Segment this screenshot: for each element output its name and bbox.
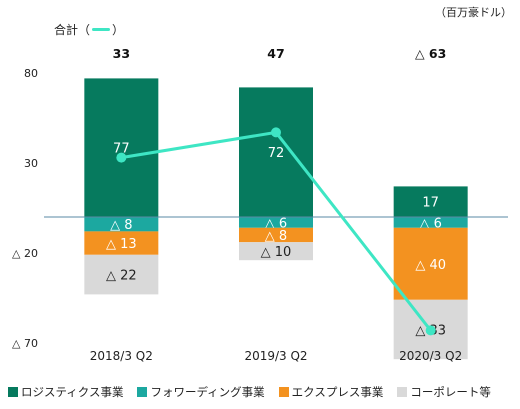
legend-item-logistics: ロジスティクス事業 <box>8 384 123 400</box>
total-legend-open: （ <box>78 23 91 37</box>
legend-swatch-corporate <box>397 387 408 397</box>
legend-item-corporate: コーポレート等 <box>397 384 491 400</box>
total-point <box>116 152 127 163</box>
x-category-label: 2020/3 Q2 <box>399 349 462 363</box>
total-point <box>271 127 281 138</box>
bar-value-label-forwarding: △ 8 <box>110 218 132 233</box>
total-legend: 合計 （ ） <box>54 21 124 38</box>
total-value-label: 47 <box>267 46 284 61</box>
total-line-swatch <box>92 28 111 31</box>
legend-swatch-forwarding <box>137 387 148 397</box>
bar-value-label-corporate: △ 22 <box>106 269 137 284</box>
bar-value-label-logistics: 17 <box>422 196 439 211</box>
total-point <box>425 325 436 336</box>
legend-label-logistics: ロジスティクス事業 <box>21 385 124 399</box>
legend-swatch-logistics <box>8 387 18 397</box>
y-tick-label: △ 70 <box>12 337 38 350</box>
bar-value-label-forwarding: △ 6 <box>419 216 441 231</box>
bar-value-label-logistics: 77 <box>113 142 130 157</box>
y-tick-label: 80 <box>24 67 38 80</box>
y-tick-label: △ 20 <box>12 247 38 260</box>
bar-express <box>393 227 468 300</box>
bar-forwarding <box>84 217 159 232</box>
bar-corporate <box>239 242 313 261</box>
legend-item-express: エクスプレス事業 <box>278 384 384 400</box>
bar-value-label-logistics: 72 <box>268 146 285 161</box>
bar-value-label-express: △ 40 <box>415 258 446 273</box>
unit-label: （百万豪ドル） <box>435 6 512 19</box>
legend-label-forwarding: フォワーディング事業 <box>150 385 265 399</box>
total-value-label: △ 63 <box>415 46 446 61</box>
y-tick-label: 30 <box>24 157 38 170</box>
bar-forwarding <box>393 217 468 228</box>
bar-logistics <box>393 186 468 217</box>
bar-value-label-forwarding: △ 6 <box>265 216 287 231</box>
bar-logistics <box>239 87 313 218</box>
bar-value-label-express: △ 8 <box>265 229 287 244</box>
legend-label-express: エクスプレス事業 <box>291 385 384 399</box>
legend-swatch-express <box>278 387 289 397</box>
bar-corporate <box>84 254 159 295</box>
legend-label-corporate: コーポレート等 <box>410 385 491 399</box>
bar-value-label-corporate: △ 10 <box>261 245 292 260</box>
bar-value-label-express: △ 13 <box>106 237 137 252</box>
x-category-label: 2018/3 Q2 <box>90 349 153 363</box>
bar-express <box>239 227 313 243</box>
total-legend-close: ） <box>112 23 125 37</box>
legend-item-forwarding: フォワーディング事業 <box>137 384 265 400</box>
total-legend-text: 合計 <box>54 23 79 37</box>
bar-logistics <box>84 78 159 218</box>
bar-forwarding <box>239 217 313 228</box>
total-value-label: 33 <box>113 46 130 61</box>
legend: ロジスティクス事業 フォワーディング事業 エクスプレス事業 コーポレート等 <box>8 384 491 400</box>
bar-express <box>84 231 159 255</box>
x-category-label: 2019/3 Q2 <box>244 349 307 363</box>
